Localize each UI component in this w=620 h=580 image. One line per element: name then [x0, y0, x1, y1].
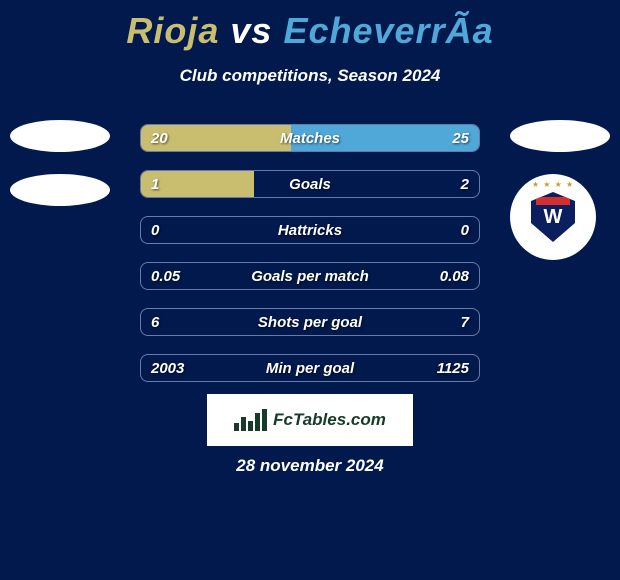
team-badge-icon [10, 174, 110, 206]
stat-row: 2025Matches [140, 124, 480, 152]
shield-icon: W [531, 192, 575, 242]
stat-label: Goals per match [141, 263, 479, 289]
player1-name: Rioja [126, 10, 219, 51]
comparison-title: Rioja vs EcheverrÃ­a [0, 0, 620, 52]
player1-badges [10, 120, 110, 228]
team-badge-icon [10, 120, 110, 152]
stats-bars: 2025Matches 12Goals 00Hattricks 0.050.08Goa… [140, 124, 480, 400]
stat-row: 20031125Min per goal [140, 354, 480, 382]
stars-icon: ★ ★ ★ ★ [532, 180, 574, 189]
brand-logo: FcTables.com [207, 394, 413, 446]
stat-label: Shots per goal [141, 309, 479, 335]
subtitle: Club competitions, Season 2024 [0, 66, 620, 86]
vs-text: vs [230, 10, 272, 51]
team-badge-icon [510, 120, 610, 152]
stat-label: Min per goal [141, 355, 479, 381]
player2-name: EcheverrÃ­a [283, 10, 493, 51]
bar-chart-icon [234, 409, 267, 431]
stat-row: 0.050.08Goals per match [140, 262, 480, 290]
date-text: 28 november 2024 [0, 456, 620, 476]
stat-row: 67Shots per goal [140, 308, 480, 336]
stat-row: 12Goals [140, 170, 480, 198]
brand-text: FcTables.com [273, 410, 386, 430]
player2-badges: ★ ★ ★ ★ W [510, 120, 610, 260]
team-badge-icon: ★ ★ ★ ★ W [510, 174, 596, 260]
stat-label: Hattricks [141, 217, 479, 243]
stat-row: 00Hattricks [140, 216, 480, 244]
stat-label: Goals [141, 171, 479, 197]
stat-label: Matches [141, 125, 479, 151]
